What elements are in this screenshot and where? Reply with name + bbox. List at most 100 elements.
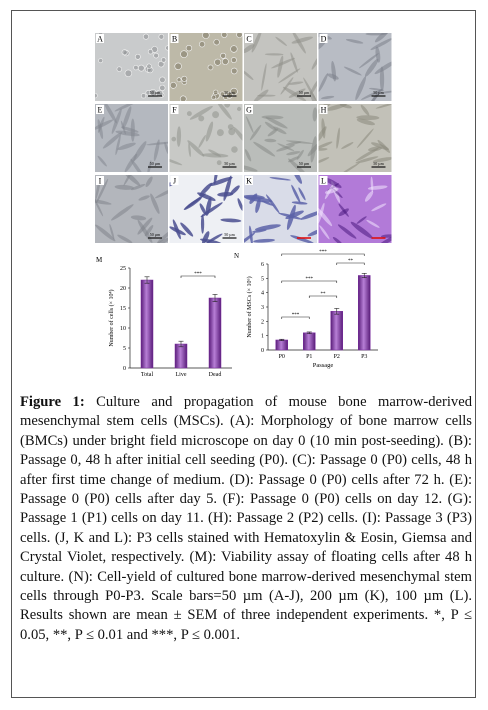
- cell: [237, 198, 243, 211]
- cell: [154, 185, 168, 199]
- cell: [360, 104, 370, 116]
- cell: [156, 229, 168, 243]
- cell: [364, 191, 374, 202]
- cell: [345, 38, 364, 44]
- cell: [285, 141, 302, 146]
- cell: [254, 224, 281, 231]
- y-axis-label: Number of cells (× 10⁴): [108, 289, 115, 346]
- cell: [171, 136, 177, 142]
- error-bar: [279, 338, 285, 341]
- y-tick-label: 15: [120, 306, 126, 312]
- cell: [117, 142, 136, 151]
- cell: [244, 69, 254, 80]
- cell: [145, 176, 153, 187]
- cell: [264, 53, 284, 56]
- cell: [355, 156, 379, 164]
- cell: [367, 89, 381, 101]
- bar: [303, 332, 316, 351]
- cell: [371, 142, 390, 150]
- significance-bracket: [180, 275, 216, 278]
- cell: [180, 50, 188, 58]
- cell: [165, 45, 168, 51]
- micrograph-bg: [95, 33, 168, 101]
- panel-label: G: [246, 106, 252, 115]
- bar: [330, 311, 343, 351]
- cell: [223, 175, 232, 201]
- cell: [375, 46, 381, 63]
- x-tick-label: P3: [361, 354, 367, 360]
- x-tick-label: Dead: [209, 372, 222, 378]
- panel-label: M: [96, 256, 103, 264]
- cell: [336, 127, 340, 149]
- cell: [97, 119, 104, 139]
- cell: [282, 86, 307, 101]
- error-bar: [334, 308, 340, 315]
- cell: [307, 228, 317, 237]
- cell: [134, 53, 141, 60]
- panel-label: H: [321, 106, 327, 115]
- cell: [208, 149, 222, 157]
- panel-label-box: [319, 34, 328, 43]
- cell: [324, 185, 333, 200]
- cell: [337, 162, 360, 172]
- y-axis-label: Number of MSCs (× 10⁶): [246, 276, 253, 337]
- significance-bracket: [281, 280, 338, 283]
- cell: [98, 58, 104, 64]
- cell: [244, 164, 258, 172]
- cell: [290, 235, 315, 243]
- significance-label: ***: [319, 250, 327, 255]
- cell: [216, 104, 232, 120]
- cell: [216, 129, 224, 137]
- y-tick-label: 1: [261, 334, 264, 340]
- cell: [374, 33, 390, 43]
- x-tick-label: Total: [141, 372, 154, 378]
- scale-label: 50 µm: [224, 90, 235, 95]
- cell: [341, 142, 354, 150]
- cell: [186, 111, 192, 117]
- cell: [199, 41, 206, 48]
- cell: [300, 210, 317, 220]
- cell: [211, 94, 217, 100]
- y-tick-label: 20: [120, 286, 126, 292]
- cell: [220, 52, 227, 59]
- cells: [95, 104, 168, 172]
- cell: [138, 195, 150, 201]
- cell: [130, 183, 146, 191]
- cell: [189, 105, 213, 120]
- cell: [147, 49, 154, 55]
- panel-label-box: [319, 176, 328, 185]
- significance-label: ***: [306, 277, 314, 282]
- cell: [288, 158, 308, 172]
- cell: [370, 176, 374, 193]
- cell: [318, 126, 327, 143]
- cell: [207, 64, 214, 71]
- cell: [379, 66, 385, 92]
- cell: [202, 33, 210, 39]
- cell: [350, 221, 374, 239]
- cell: [213, 39, 220, 46]
- significance-bracket: [281, 253, 365, 256]
- scale-label: 50 µm: [299, 161, 310, 166]
- cell: [318, 73, 329, 92]
- significance-label: **: [321, 292, 327, 297]
- y-tick-label: 2: [261, 319, 264, 325]
- cell: [121, 49, 128, 56]
- cell: [365, 33, 388, 36]
- cell: [202, 231, 210, 243]
- micrograph: B 50 µm: [169, 33, 243, 101]
- cells: [169, 175, 243, 243]
- bar: [174, 343, 188, 369]
- scale-label: 50 µm: [224, 232, 235, 237]
- panel-label-box: [96, 176, 104, 185]
- cell: [111, 108, 122, 134]
- cell: [220, 218, 242, 223]
- cell: [221, 58, 229, 65]
- cells: [95, 175, 168, 243]
- cell: [187, 140, 205, 157]
- cell: [142, 33, 149, 40]
- cell: [133, 65, 139, 71]
- cell: [318, 148, 328, 151]
- cells: [169, 104, 243, 166]
- cell: [244, 149, 252, 162]
- cell: [95, 224, 116, 242]
